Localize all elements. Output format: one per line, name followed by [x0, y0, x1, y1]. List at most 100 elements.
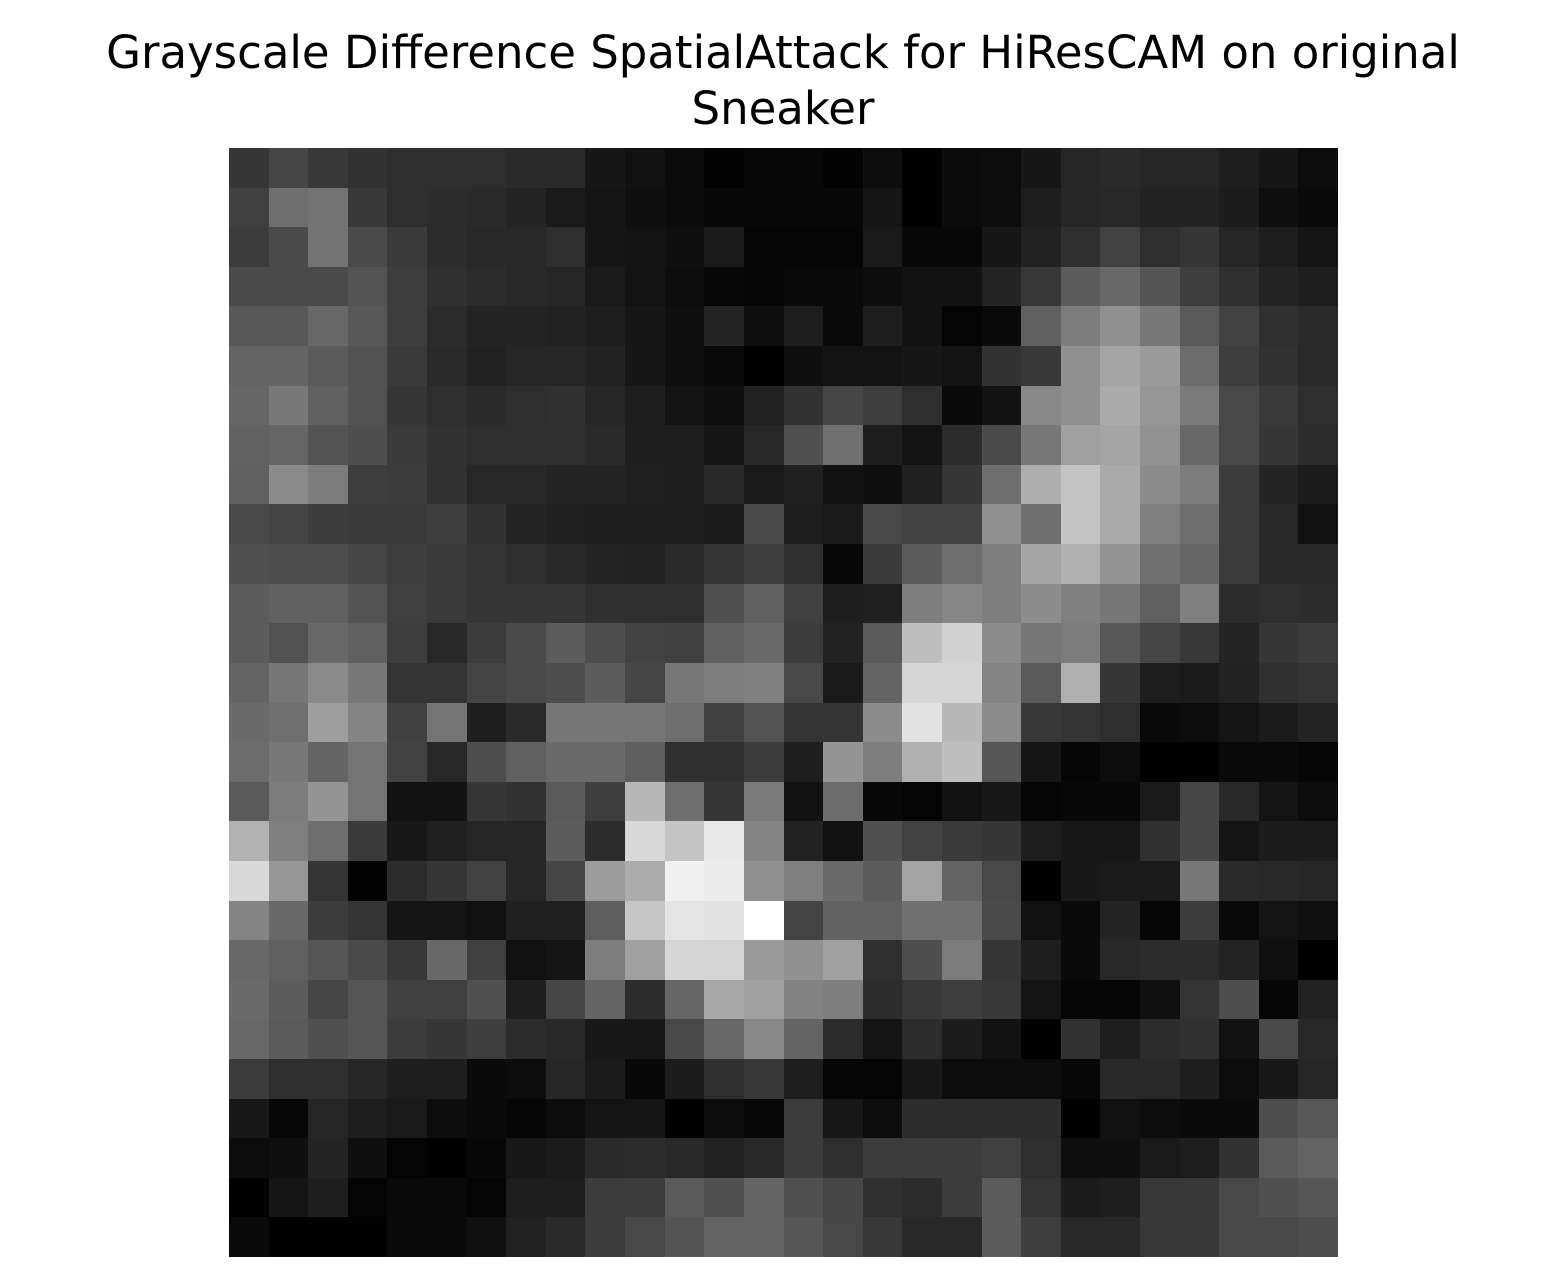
heatmap-cell — [823, 267, 863, 306]
heatmap-cell — [387, 306, 427, 346]
heatmap-cell — [1021, 940, 1061, 980]
heatmap-cell — [269, 703, 308, 742]
heatmap-cell — [744, 663, 784, 703]
heatmap-cell — [744, 1099, 784, 1138]
heatmap-cell — [1298, 584, 1338, 623]
heatmap-cell — [625, 465, 665, 504]
heatmap-cell — [229, 425, 269, 465]
heatmap-cell — [467, 584, 506, 623]
heatmap-cell — [625, 703, 665, 742]
heatmap-cell — [1298, 623, 1338, 663]
heatmap-cell — [348, 584, 387, 623]
heatmap-cell — [1219, 1059, 1259, 1099]
heatmap-cell — [744, 1019, 784, 1059]
heatmap-cell — [1180, 227, 1219, 267]
heatmap-cell — [942, 663, 982, 703]
heatmap-cell — [506, 148, 546, 188]
heatmap-cell — [1140, 1099, 1180, 1138]
heatmap-cell — [427, 901, 467, 940]
heatmap-cell — [348, 980, 387, 1019]
heatmap-cell — [744, 940, 784, 980]
heatmap-cell — [467, 623, 506, 663]
heatmap-cell — [1140, 623, 1180, 663]
heatmap-cell — [1259, 584, 1298, 623]
heatmap-cell — [467, 544, 506, 584]
heatmap-cell — [387, 980, 427, 1019]
heatmap-cell — [863, 1099, 902, 1138]
heatmap-cell — [863, 1019, 902, 1059]
heatmap-cell — [1140, 1217, 1180, 1257]
heatmap-cell — [744, 623, 784, 663]
heatmap-cell — [546, 782, 585, 821]
heatmap-cell — [902, 861, 942, 901]
heatmap-cell — [308, 306, 348, 346]
heatmap-cell — [348, 346, 387, 386]
heatmap-cell — [665, 703, 704, 742]
heatmap-cell — [942, 623, 982, 663]
heatmap-cell — [625, 148, 665, 188]
heatmap-cell — [229, 901, 269, 940]
heatmap-cell — [942, 465, 982, 504]
heatmap-cell — [506, 425, 546, 465]
heatmap-cell — [982, 1059, 1021, 1099]
heatmap-cell — [1298, 346, 1338, 386]
heatmap-cell — [784, 821, 823, 861]
heatmap-cell — [427, 703, 467, 742]
heatmap-cell — [506, 386, 546, 425]
heatmap-cell — [823, 504, 863, 544]
heatmap-cell — [546, 504, 585, 544]
heatmap-cell — [229, 940, 269, 980]
heatmap-cell — [546, 742, 585, 782]
heatmap-cell — [229, 623, 269, 663]
heatmap-cell — [506, 1138, 546, 1178]
heatmap-cell — [1100, 1019, 1140, 1059]
heatmap-cell — [744, 980, 784, 1019]
heatmap-cell — [1100, 861, 1140, 901]
heatmap-cell — [229, 1217, 269, 1257]
heatmap-cell — [1259, 425, 1298, 465]
heatmap-cell — [784, 346, 823, 386]
heatmap-cell — [1061, 1217, 1100, 1257]
heatmap-cell — [982, 623, 1021, 663]
heatmap-cell — [467, 742, 506, 782]
heatmap-cell — [1140, 267, 1180, 306]
heatmap-cell — [704, 940, 744, 980]
heatmap-cell — [1140, 306, 1180, 346]
heatmap-cell — [704, 782, 744, 821]
heatmap-cell — [1021, 267, 1061, 306]
heatmap-cell — [625, 940, 665, 980]
heatmap-cell — [704, 703, 744, 742]
heatmap-cell — [1259, 901, 1298, 940]
heatmap-cell — [784, 901, 823, 940]
heatmap-cell — [1298, 227, 1338, 267]
heatmap-cell — [1180, 623, 1219, 663]
heatmap-cell — [1100, 306, 1140, 346]
heatmap-cell — [1100, 703, 1140, 742]
heatmap-cell — [506, 584, 546, 623]
heatmap-cell — [863, 623, 902, 663]
heatmap-cell — [784, 188, 823, 227]
heatmap-cell — [823, 1217, 863, 1257]
heatmap-cell — [308, 465, 348, 504]
heatmap-cell — [1219, 267, 1259, 306]
heatmap-cell — [229, 1019, 269, 1059]
heatmap-cell — [982, 425, 1021, 465]
heatmap-cell — [229, 346, 269, 386]
heatmap-cell — [387, 386, 427, 425]
heatmap-cell — [1021, 1178, 1061, 1217]
heatmap-cell — [784, 742, 823, 782]
heatmap-cell — [506, 861, 546, 901]
heatmap-cell — [506, 1217, 546, 1257]
heatmap-cell — [348, 623, 387, 663]
heatmap-cell — [348, 1099, 387, 1138]
heatmap-cell — [546, 386, 585, 425]
heatmap-cell — [467, 188, 506, 227]
heatmap-cell — [1061, 980, 1100, 1019]
heatmap-cell — [902, 1138, 942, 1178]
heatmap-cell — [1100, 1138, 1140, 1178]
heatmap-cell — [863, 1059, 902, 1099]
heatmap-cell — [1180, 148, 1219, 188]
heatmap-cell — [1219, 148, 1259, 188]
heatmap-cell — [1100, 584, 1140, 623]
heatmap-cell — [823, 465, 863, 504]
